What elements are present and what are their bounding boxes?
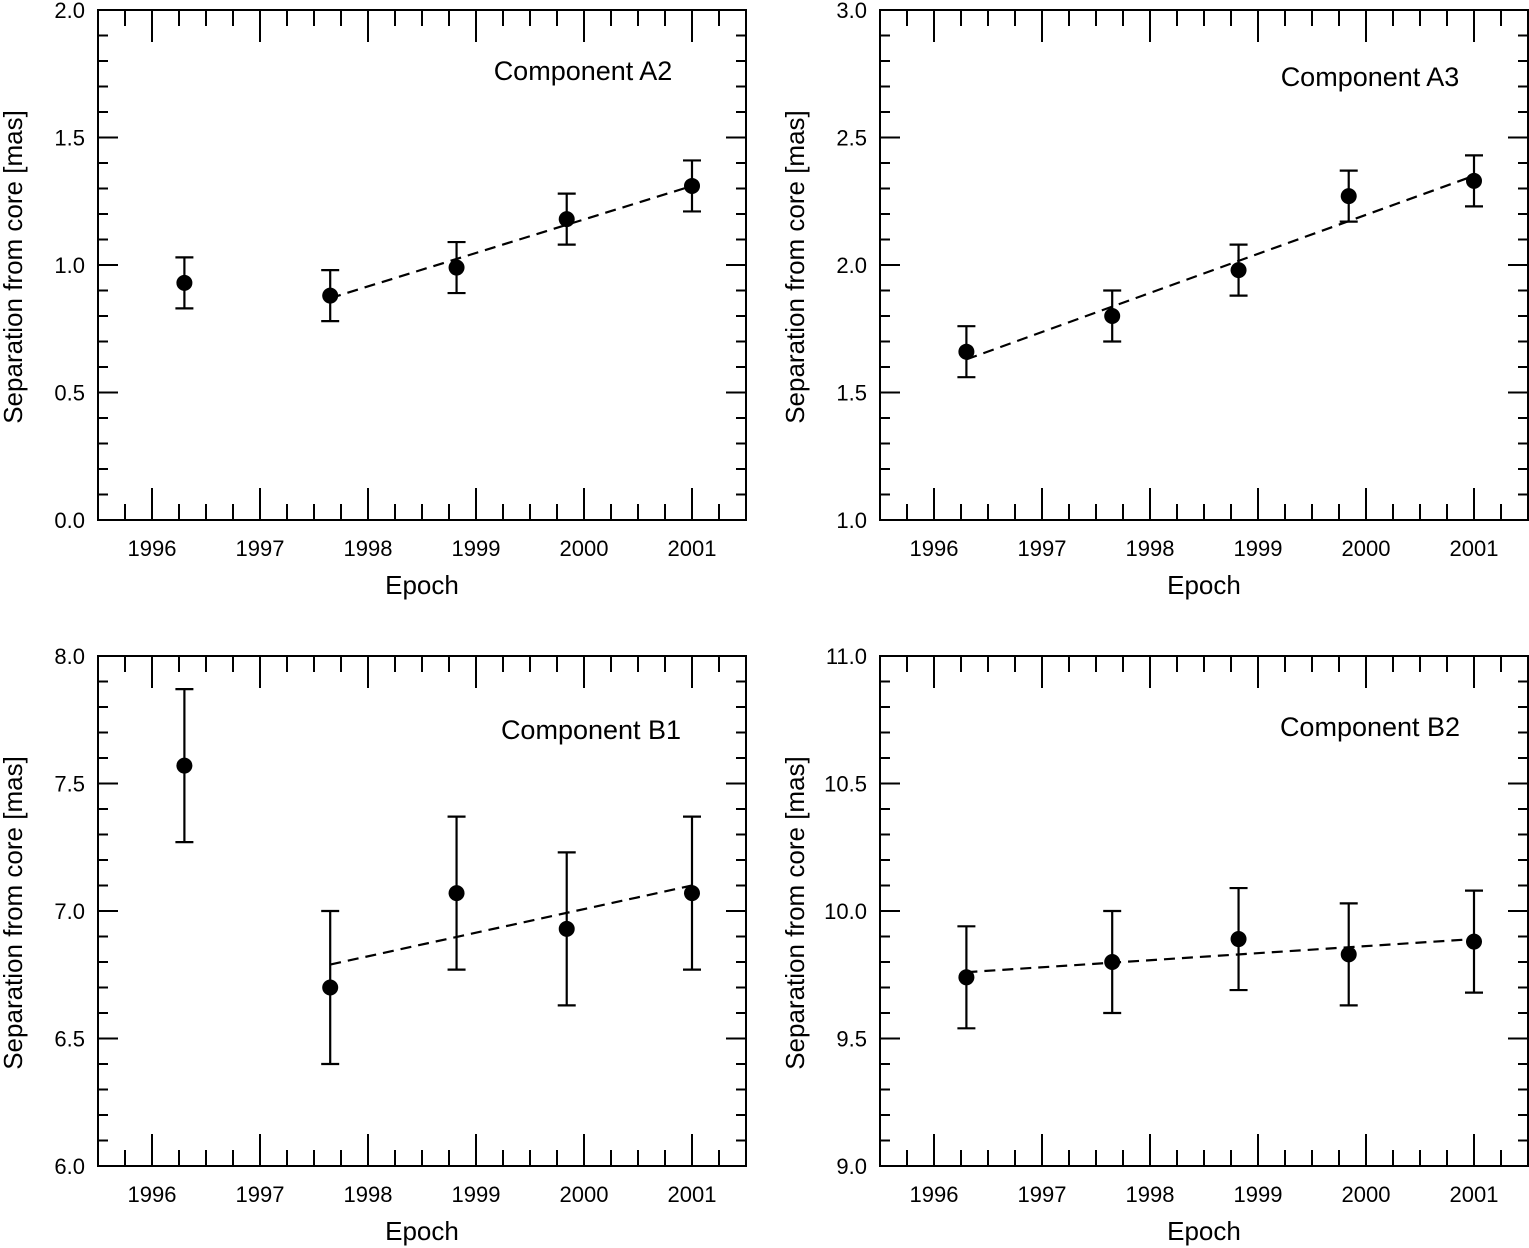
x-tick-label: 2001 bbox=[668, 536, 717, 561]
y-tick-label: 0.0 bbox=[54, 508, 85, 533]
y-tick-label: 1.0 bbox=[836, 508, 867, 533]
y-tick-label: 1.5 bbox=[54, 126, 85, 151]
y-tick-label: 6.0 bbox=[54, 1154, 85, 1179]
x-tick-label: 1999 bbox=[452, 536, 501, 561]
x-tick-label: 1997 bbox=[236, 536, 285, 561]
data-point bbox=[448, 259, 465, 276]
x-tick-label: 1996 bbox=[128, 1182, 177, 1207]
panel-title: Component B2 bbox=[1280, 712, 1460, 742]
y-tick-label: 2.0 bbox=[54, 0, 85, 23]
x-tick-label: 2000 bbox=[560, 1182, 609, 1207]
panel-title: Component A3 bbox=[1281, 62, 1460, 92]
y-tick-label: 1.5 bbox=[836, 381, 867, 406]
data-point bbox=[958, 343, 975, 360]
x-tick-label: 1997 bbox=[236, 1182, 285, 1207]
panel-1: 1996 1997 1998 1999 2000 2001 0.0 0.5 1.0 1.5 2.0 E… bbox=[0, 0, 747, 600]
y-tick-label: 7.0 bbox=[54, 899, 85, 924]
y-tick-label: 0.5 bbox=[54, 381, 85, 406]
y-axis-label: Separation from core [mas] bbox=[780, 756, 810, 1070]
data-point bbox=[558, 211, 575, 228]
x-tick-label: 1997 bbox=[1018, 536, 1067, 561]
panel-title: Component A2 bbox=[494, 56, 673, 86]
x-tick-label: 1998 bbox=[344, 1182, 393, 1207]
y-tick-label: 1.0 bbox=[54, 253, 85, 278]
data-point bbox=[558, 920, 575, 937]
y-axis-label: Separation from core [mas] bbox=[0, 756, 28, 1070]
y-tick-label: 10.5 bbox=[824, 772, 867, 797]
fit-line bbox=[966, 937, 1475, 974]
data-point bbox=[1466, 172, 1482, 189]
data-point bbox=[1230, 262, 1247, 279]
x-tick-label: 2000 bbox=[1342, 536, 1391, 561]
y-tick-label: 2.5 bbox=[836, 126, 867, 151]
data-point bbox=[1104, 954, 1121, 970]
y-tick-label: 10.0 bbox=[824, 899, 867, 924]
data-point bbox=[958, 969, 975, 986]
x-tick-label: 2001 bbox=[668, 1182, 717, 1207]
fit-line bbox=[329, 884, 693, 966]
x-tick-label: 1999 bbox=[452, 1182, 501, 1207]
x-tick-label: 1996 bbox=[910, 1182, 959, 1207]
x-tick-label: 2000 bbox=[560, 536, 609, 561]
panel-3: 1996 1997 1998 1999 2000 2001 6.0 6.5 7.0 7.5 8.0 E… bbox=[0, 644, 747, 1246]
data-point bbox=[684, 885, 700, 902]
data-point bbox=[322, 979, 339, 996]
plot-frame bbox=[97, 9, 747, 521]
x-tick-label: 2001 bbox=[1450, 1182, 1499, 1207]
x-tick-label: 1996 bbox=[910, 536, 959, 561]
panel-2: 1996 1997 1998 1999 2000 2001 1.0 1.5 2.0 2.5 3.0 E… bbox=[780, 0, 1529, 600]
x-tick-label: 1999 bbox=[1234, 536, 1283, 561]
x-tick-label: 1997 bbox=[1018, 1182, 1067, 1207]
y-tick-label: 7.5 bbox=[54, 772, 85, 797]
data-point bbox=[1466, 933, 1482, 950]
x-tick-label: 1999 bbox=[1234, 1182, 1283, 1207]
y-axis-label: Separation from core [mas] bbox=[780, 110, 810, 424]
y-tick-label: 9.5 bbox=[836, 1027, 867, 1052]
x-tick-label: 2001 bbox=[1450, 536, 1499, 561]
x-tick-label: 2000 bbox=[1342, 1182, 1391, 1207]
x-tick-label: 1998 bbox=[1126, 1182, 1175, 1207]
data-point bbox=[1340, 946, 1357, 963]
y-tick-label: 9.0 bbox=[836, 1154, 867, 1179]
data-point bbox=[448, 885, 465, 902]
y-tick-label: 11.0 bbox=[826, 644, 867, 669]
panel-4: 1996 1997 1998 1999 2000 2001 9.0 9.5 10.0 10.5 11… bbox=[780, 644, 1529, 1246]
data-point bbox=[1340, 188, 1357, 205]
data-point bbox=[322, 287, 339, 304]
y-tick-label: 6.5 bbox=[54, 1027, 85, 1052]
fit-line bbox=[329, 184, 693, 300]
data-point bbox=[1104, 308, 1121, 324]
data-point bbox=[684, 177, 700, 194]
y-tick-label: 2.0 bbox=[836, 253, 867, 278]
x-tick-label: 1996 bbox=[128, 536, 177, 561]
y-axis-label: Separation from core [mas] bbox=[0, 110, 28, 424]
panel-title: Component B1 bbox=[501, 715, 681, 745]
data-point bbox=[1230, 931, 1247, 948]
x-tick-label: 1998 bbox=[344, 536, 393, 561]
fit-line bbox=[966, 174, 1475, 361]
y-tick-label: 8.0 bbox=[54, 644, 85, 669]
x-axis-label: Epoch bbox=[1167, 1216, 1241, 1246]
x-axis-label: Epoch bbox=[385, 570, 459, 600]
data-point bbox=[176, 274, 193, 291]
x-axis-label: Epoch bbox=[385, 1216, 459, 1246]
data-point bbox=[176, 757, 193, 774]
x-axis-label: Epoch bbox=[1167, 570, 1241, 600]
x-tick-label: 1998 bbox=[1126, 536, 1175, 561]
y-tick-label: 3.0 bbox=[836, 0, 867, 23]
